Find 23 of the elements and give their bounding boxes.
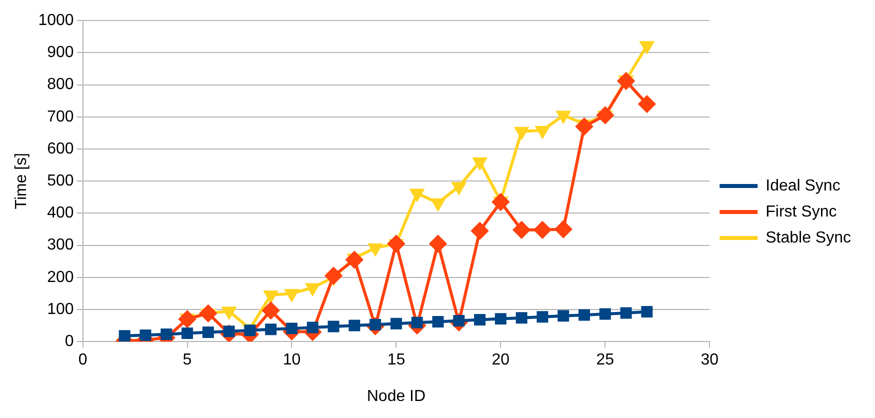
x-tick-label: 10: [282, 352, 301, 369]
x-tick-label: 0: [78, 352, 88, 369]
x-tick-label: 15: [387, 352, 406, 369]
y-tick-label: 0: [64, 333, 74, 350]
y-tick-label: 500: [47, 172, 74, 190]
x-tick-label: 30: [700, 352, 719, 369]
legend-label: Stable Sync: [766, 229, 852, 246]
y-tick-label: 100: [47, 300, 74, 318]
x-tick-label: 25: [596, 352, 614, 369]
y-tick-label: 400: [47, 204, 74, 222]
y-tick-label: 200: [47, 268, 74, 286]
y-tick-label: 300: [47, 236, 74, 254]
y-axis-title: Time [s]: [13, 152, 30, 210]
y-tick-label: 800: [47, 76, 74, 94]
y-tick-label: 700: [47, 108, 74, 126]
y-tick-label: 600: [47, 140, 74, 158]
y-tick-label: 900: [47, 44, 74, 62]
legend-label: First Sync: [766, 203, 837, 220]
x-tick-label: 20: [492, 352, 510, 369]
legend-label: Ideal Sync: [766, 177, 840, 194]
x-tick-label: 5: [182, 352, 192, 369]
x-axis-title: Node ID: [366, 388, 426, 405]
y-tick-label: 1000: [38, 12, 74, 30]
